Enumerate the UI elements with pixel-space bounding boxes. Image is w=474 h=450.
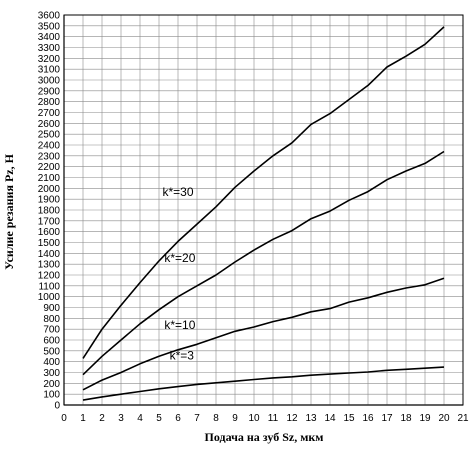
y-tick-label: 900 bbox=[43, 303, 60, 314]
y-tick-label: 1400 bbox=[38, 249, 61, 260]
x-axis-title: Подача на зуб Sz, мкм bbox=[205, 430, 324, 444]
y-tick-label: 0 bbox=[54, 401, 60, 412]
y-tick-label: 1800 bbox=[38, 206, 61, 217]
y-tick-label: 3200 bbox=[38, 54, 61, 65]
grid bbox=[63, 14, 464, 406]
x-tick-label: 3 bbox=[118, 413, 124, 424]
y-tick-label: 1000 bbox=[38, 292, 61, 303]
x-tick-label: 0 bbox=[61, 413, 67, 424]
x-tick-label: 8 bbox=[213, 413, 219, 424]
series-line-3 bbox=[82, 277, 445, 391]
y-tick-label: 2900 bbox=[38, 86, 61, 97]
plot-frame bbox=[63, 14, 464, 406]
x-tick-label: 13 bbox=[305, 413, 317, 424]
y-tick-label: 3400 bbox=[38, 32, 61, 43]
y-tick-label: 2800 bbox=[38, 97, 61, 108]
y-tick-label: 700 bbox=[43, 325, 60, 336]
y-axis-title: Усилие резания Pz, Н bbox=[2, 153, 16, 270]
x-tick-label: 16 bbox=[362, 413, 374, 424]
x-tick-label: 14 bbox=[324, 413, 336, 424]
y-tick-label: 1200 bbox=[38, 271, 61, 282]
series-lines bbox=[82, 26, 445, 401]
series-label-1: k*=30 bbox=[162, 185, 193, 199]
y-tick-label: 1700 bbox=[38, 216, 61, 227]
y-tick-label: 1600 bbox=[38, 227, 61, 238]
x-tick-label: 18 bbox=[400, 413, 412, 424]
series-line-4 bbox=[82, 366, 445, 401]
x-tick-label: 21 bbox=[457, 413, 469, 424]
y-tick-labels: 0100200300400500600700800900100011001200… bbox=[38, 11, 61, 412]
y-tick-label: 1900 bbox=[38, 195, 61, 206]
x-tick-label: 11 bbox=[268, 413, 279, 424]
y-tick-label: 500 bbox=[43, 346, 60, 357]
x-tick-label: 4 bbox=[137, 413, 143, 424]
y-tick-label: 2400 bbox=[38, 141, 61, 152]
x-tick-label: 6 bbox=[175, 413, 181, 424]
y-tick-label: 300 bbox=[43, 368, 60, 379]
y-tick-label: 1300 bbox=[38, 260, 61, 271]
series-label-4: k*=3 bbox=[170, 349, 195, 363]
y-tick-label: 200 bbox=[43, 379, 60, 390]
y-tick-label: 100 bbox=[43, 390, 60, 401]
y-tick-label: 3300 bbox=[38, 43, 61, 54]
y-tick-label: 3500 bbox=[38, 21, 61, 32]
y-tick-label: 2100 bbox=[38, 173, 61, 184]
x-tick-label: 19 bbox=[419, 413, 431, 424]
y-tick-label: 2500 bbox=[38, 130, 61, 141]
y-tick-label: 2300 bbox=[38, 151, 61, 162]
series-line-2 bbox=[82, 150, 445, 376]
y-tick-label: 2000 bbox=[38, 184, 61, 195]
y-tick-label: 800 bbox=[43, 314, 60, 325]
x-tick-label: 15 bbox=[343, 413, 355, 424]
y-tick-label: 1100 bbox=[38, 281, 60, 292]
y-tick-label: 3100 bbox=[38, 65, 61, 76]
y-tick-label: 400 bbox=[43, 357, 60, 368]
x-tick-label: 5 bbox=[156, 413, 162, 424]
x-tick-labels: 0 1 2 3 4 5 6 7 8 9 10 11 12 13 14 15 16 17 18 19 20 21 bbox=[61, 413, 469, 424]
x-tick-label: 2 bbox=[99, 413, 105, 424]
x-tick-label: 7 bbox=[194, 413, 200, 424]
y-tick-label: 3000 bbox=[38, 76, 61, 87]
series-label-3: k*=10 bbox=[164, 318, 195, 332]
y-tick-label: 3600 bbox=[38, 11, 61, 22]
series-labels: k*=30 k*=20 k*=10 k*=3 bbox=[162, 185, 195, 363]
y-tick-label: 2200 bbox=[38, 162, 61, 173]
y-tick-label: 600 bbox=[43, 336, 60, 347]
y-tick-label: 1500 bbox=[38, 238, 61, 249]
x-tick-label: 17 bbox=[381, 413, 393, 424]
x-tick-label: 9 bbox=[232, 413, 238, 424]
series-label-2: k*=20 bbox=[164, 251, 195, 265]
x-tick-label: 10 bbox=[248, 413, 260, 424]
x-tick-label: 1 bbox=[80, 413, 86, 424]
y-tick-label: 2700 bbox=[38, 108, 61, 119]
y-tick-label: 2600 bbox=[38, 119, 61, 130]
x-tick-label: 12 bbox=[286, 413, 298, 424]
x-tick-label: 20 bbox=[438, 413, 450, 424]
series-line-1 bbox=[82, 26, 445, 359]
